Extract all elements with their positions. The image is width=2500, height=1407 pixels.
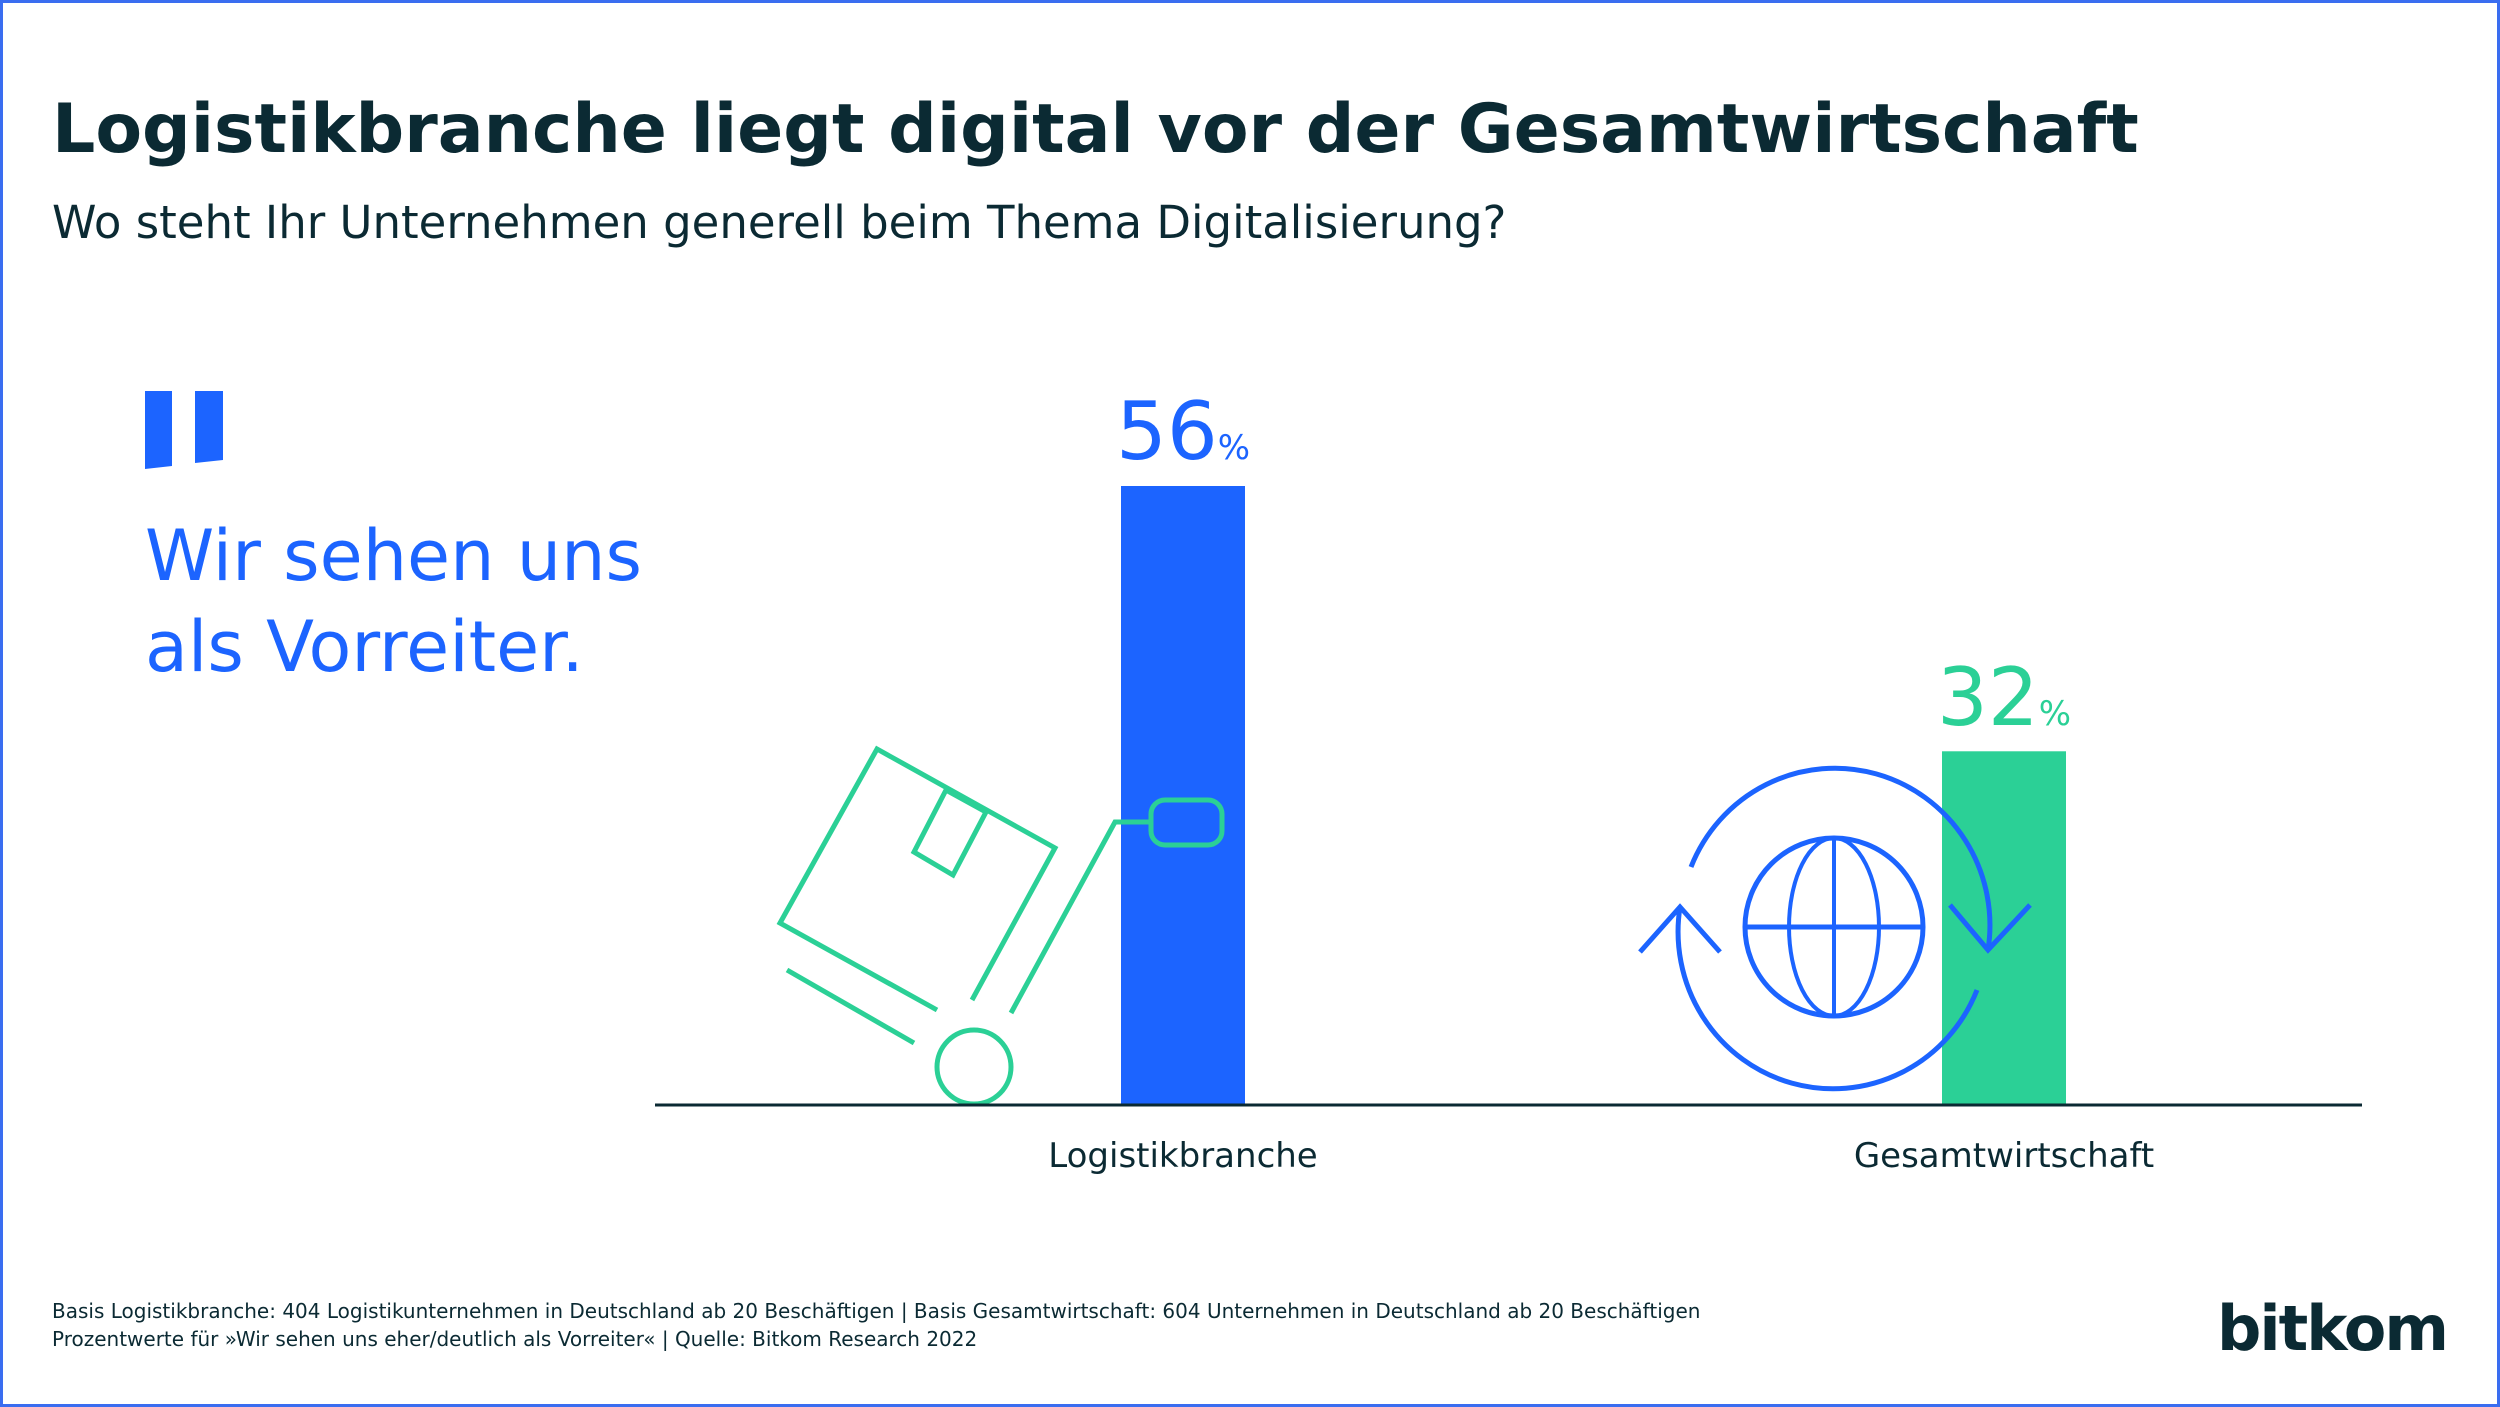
- footer-line-1: Basis Logistikbranche: 404 Logistikunter…: [52, 1299, 1700, 1323]
- bars: [1121, 486, 2066, 1105]
- svg-text:32%: 32%: [1937, 651, 2071, 744]
- bitkom-logo: bitkom: [2217, 1292, 2447, 1365]
- bar-gesamtwirtschaft: [1942, 751, 2066, 1105]
- value-label-logistikbranche: 56%: [1116, 385, 1250, 478]
- footer-line-2: Prozentwerte für »Wir sehen uns eher/deu…: [52, 1327, 977, 1351]
- bar-logistikbranche: [1121, 486, 1245, 1105]
- category-label-gesamtwirtschaft: Gesamtwirtschaft: [1854, 1136, 2154, 1176]
- svg-text:56%: 56%: [1116, 385, 1250, 478]
- value-label-gesamtwirtschaft: 32%: [1937, 651, 2071, 744]
- value-number: 56: [1116, 385, 1218, 478]
- category-label-logistikbranche: Logistikbranche: [1048, 1136, 1317, 1176]
- globe-refresh-icon: [1638, 765, 2032, 1092]
- value-unit: %: [2039, 694, 2071, 734]
- quote-line-1: Wir sehen uns: [145, 515, 642, 597]
- value-unit: %: [1218, 428, 1250, 468]
- page-title: Logistikbranche liegt digital vor der Ge…: [52, 90, 2139, 169]
- value-number: 32: [1937, 651, 2039, 744]
- quote-mark-icon: [145, 391, 223, 469]
- page-subtitle: Wo steht Ihr Unternehmen generell beim T…: [52, 196, 1506, 249]
- quote-line-2: als Vorreiter.: [145, 606, 584, 688]
